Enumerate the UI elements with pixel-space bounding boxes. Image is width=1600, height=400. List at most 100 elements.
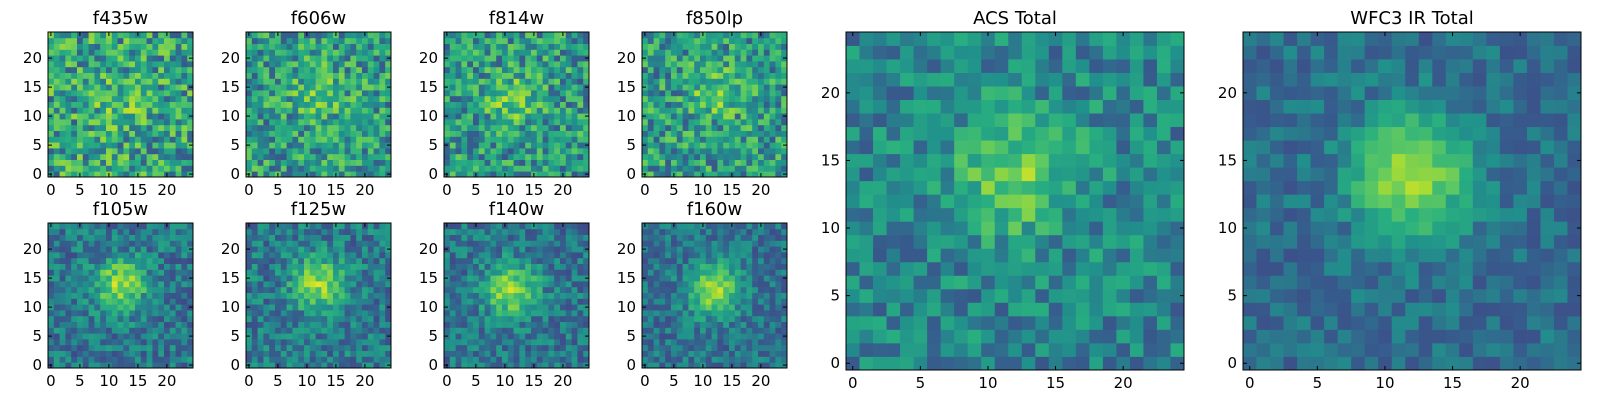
heatmap-cell — [455, 298, 462, 305]
heatmap-cell — [729, 344, 736, 351]
heatmap-cell — [502, 310, 509, 317]
heatmap-cell — [169, 49, 176, 56]
heatmap-cell — [769, 333, 776, 340]
heatmap-cell — [455, 339, 462, 346]
heatmap-cell — [169, 78, 176, 85]
heatmap-cell — [484, 84, 491, 91]
heatmap-cell — [542, 327, 549, 334]
heatmap-cell — [775, 130, 782, 137]
heatmap-cell — [275, 165, 282, 172]
heatmap-cell — [65, 113, 72, 120]
heatmap-cell — [671, 61, 678, 68]
heatmap-cell — [542, 84, 549, 91]
heatmap-cell — [77, 257, 84, 264]
heatmap-cell — [449, 269, 456, 276]
heatmap-cell — [263, 344, 270, 351]
heatmap-cell — [729, 165, 736, 172]
heatmap-cell — [187, 234, 194, 241]
heatmap-cell — [48, 286, 55, 293]
x-tick-label: 15 — [326, 181, 345, 199]
heatmap-cell — [48, 165, 55, 172]
heatmap-cell — [571, 159, 578, 166]
heatmap-cell — [304, 315, 311, 322]
heatmap-cell — [490, 148, 497, 155]
heatmap-cell — [565, 78, 572, 85]
heatmap-cell — [536, 159, 543, 166]
heatmap-cell — [257, 101, 264, 108]
heatmap-cell — [158, 275, 165, 282]
heatmap-cell — [513, 84, 520, 91]
heatmap-cell — [769, 142, 776, 149]
heatmap-cell — [48, 107, 55, 114]
heatmap-cell — [473, 228, 480, 235]
heatmap-cell — [152, 107, 159, 114]
heatmap-cell — [548, 165, 555, 172]
heatmap-cell — [519, 257, 526, 264]
heatmap-cell — [565, 55, 572, 62]
heatmap-cell — [525, 148, 532, 155]
heatmap-cell — [659, 153, 666, 160]
heatmap-cell — [484, 304, 491, 311]
heatmap-cell — [571, 286, 578, 293]
heatmap-cell — [111, 124, 118, 131]
heatmap-cell — [263, 101, 270, 108]
heatmap-cell — [251, 113, 258, 120]
heatmap-cell — [729, 356, 736, 363]
heatmap-cell — [269, 72, 276, 79]
heatmap-cell — [169, 333, 176, 340]
heatmap-cell — [519, 356, 526, 363]
heatmap-cell — [275, 292, 282, 299]
heatmap-cell — [246, 269, 253, 276]
heatmap-cell — [752, 84, 759, 91]
heatmap-cell — [356, 78, 363, 85]
heatmap-cell — [100, 49, 107, 56]
heatmap-cell — [711, 72, 718, 79]
heatmap-cell — [111, 165, 118, 172]
heatmap-cell — [140, 90, 147, 97]
heatmap-cell — [257, 275, 264, 282]
heatmap-cell — [490, 275, 497, 282]
heatmap-cell — [682, 339, 689, 346]
heatmap-cell — [740, 37, 747, 44]
heatmap-cell — [531, 119, 538, 126]
axes-frame — [443, 31, 590, 178]
heatmap-cell — [711, 321, 718, 328]
heatmap-cell — [536, 66, 543, 73]
heatmap-cell — [729, 72, 736, 79]
heatmap-cell — [263, 234, 270, 241]
heatmap-cell — [723, 142, 730, 149]
heatmap-cell — [484, 171, 491, 178]
heatmap-cell — [152, 49, 159, 56]
heatmap-cell — [304, 333, 311, 340]
y-tick-label: 10 — [221, 107, 240, 125]
heatmap-cell — [65, 61, 72, 68]
heatmap-cell — [455, 246, 462, 253]
heatmap-cell — [292, 292, 299, 299]
heatmap-cell — [583, 32, 590, 39]
heatmap-cell — [653, 315, 660, 322]
heatmap-cell — [449, 257, 456, 264]
heatmap-cell — [705, 286, 712, 293]
heatmap-cell — [775, 350, 782, 357]
heatmap-cell — [717, 292, 724, 299]
heatmap-cell — [298, 55, 305, 62]
x-tick-label: 10 — [99, 372, 118, 390]
heatmap-cell — [164, 142, 171, 149]
heatmap-cell — [373, 310, 380, 317]
heatmap-cell — [181, 344, 188, 351]
heatmap-cell — [473, 61, 480, 68]
heatmap-cell — [496, 234, 503, 241]
heatmap-cell — [94, 286, 101, 293]
heatmap-cell — [671, 333, 678, 340]
heatmap-cell — [688, 298, 695, 305]
heatmap-cell — [671, 136, 678, 143]
heatmap-cell — [676, 55, 683, 62]
heatmap-cell — [502, 356, 509, 363]
heatmap-cell — [373, 78, 380, 85]
heatmap-cell — [269, 304, 276, 311]
heatmap-cell — [734, 148, 741, 155]
heatmap-cell — [554, 95, 561, 102]
heatmap-cell — [77, 350, 84, 357]
heatmap-cell — [269, 37, 276, 44]
heatmap-cell — [676, 124, 683, 131]
